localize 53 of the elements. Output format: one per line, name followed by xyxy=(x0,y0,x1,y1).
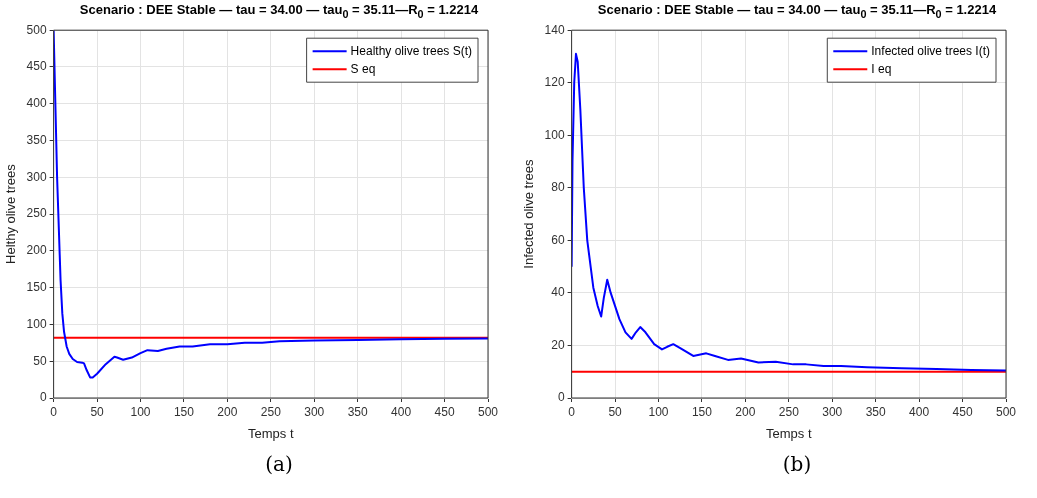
x-tick-label: 300 xyxy=(304,404,325,419)
legend-label: Infected olive trees I(t) xyxy=(871,43,990,58)
y-tick-label: 200 xyxy=(26,243,47,258)
x-tick-label: 300 xyxy=(822,404,843,419)
y-tick-label: 250 xyxy=(26,206,47,221)
y-tick-label: 100 xyxy=(544,127,565,142)
y-tick-label: 400 xyxy=(26,96,47,111)
y-axis-title: Infected olive trees xyxy=(521,159,537,269)
y-tick-label: 120 xyxy=(544,75,565,90)
x-tick-label: 150 xyxy=(173,404,195,419)
y-tick-label: 350 xyxy=(26,132,47,147)
x-tick-label: 200 xyxy=(735,404,756,419)
y-tick-label: 500 xyxy=(26,22,47,37)
y-tick-label: 40 xyxy=(551,285,565,300)
x-tick-label: 250 xyxy=(260,404,282,419)
chart-title: Scenario : DEE Stable — tau = 34.00 — tau$_{0}$ = 35.11—R$_{0}$ = 1.2214 xyxy=(596,2,998,20)
legend-label: S eq xyxy=(350,61,376,76)
text: (b) xyxy=(781,452,813,476)
y-tick-label: 50 xyxy=(33,353,47,368)
x-tick-label: 0 xyxy=(50,404,58,419)
y-tick-label: 80 xyxy=(551,180,565,195)
x-tick-label: 350 xyxy=(347,404,369,419)
legend-label: I eq xyxy=(871,61,892,76)
y-tick-label: 0 xyxy=(39,390,47,405)
y-tick-label: 100 xyxy=(26,316,47,331)
text: (a) xyxy=(264,452,294,476)
x-tick-label: 150 xyxy=(691,404,713,419)
x-tick-label: 500 xyxy=(477,404,499,419)
x-tick-label: 400 xyxy=(391,404,412,419)
chart-title: Scenario : DEE Stable — tau = 34.00 — tau$_{0}$ = 35.11—R$_{0}$ = 1.2214 xyxy=(78,2,480,20)
y-tick-label: 450 xyxy=(26,59,47,74)
x-tick-label: 50 xyxy=(90,404,105,419)
x-tick-label: 500 xyxy=(995,404,1017,419)
x-tick-label: 200 xyxy=(217,404,238,419)
x-tick-label: 100 xyxy=(648,404,669,419)
x-tick-label: 450 xyxy=(952,404,973,419)
x-tick-label: 0 xyxy=(568,404,576,419)
x-tick-label: 350 xyxy=(865,404,887,419)
x-axis-title: Temps t xyxy=(248,425,294,441)
y-tick-label: 20 xyxy=(551,337,565,352)
y-tick-label: 150 xyxy=(26,279,47,294)
y-tick-label: 140 xyxy=(544,22,565,37)
y-tick-label: 0 xyxy=(557,390,565,405)
x-tick-label: 250 xyxy=(778,404,800,419)
y-tick-label: 300 xyxy=(26,169,47,184)
legend-label: Healthy olive trees S(t) xyxy=(350,43,473,58)
x-tick-label: 400 xyxy=(909,404,930,419)
y-tick-label: 60 xyxy=(551,232,565,247)
x-axis-title: Temps t xyxy=(766,425,812,441)
x-tick-label: 50 xyxy=(608,404,623,419)
y-axis-title: Helthy olive trees xyxy=(3,163,19,264)
x-tick-label: 100 xyxy=(130,404,151,419)
x-tick-label: 450 xyxy=(434,404,455,419)
